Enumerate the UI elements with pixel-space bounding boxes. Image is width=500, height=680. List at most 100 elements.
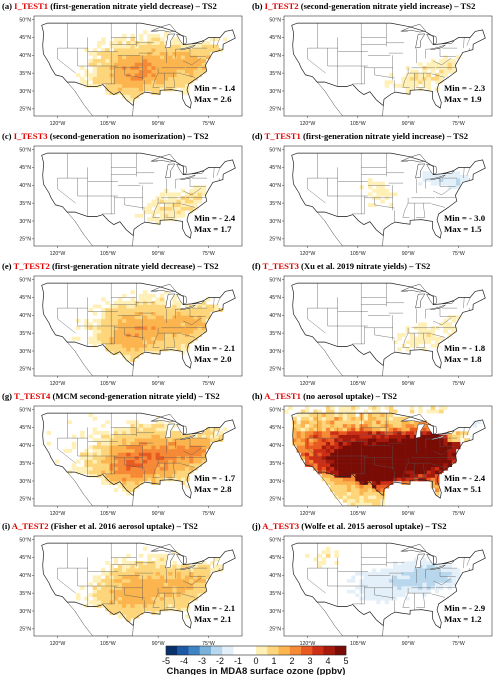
grid-cell — [134, 58, 140, 63]
grid-cell — [155, 340, 161, 345]
grid-cell — [138, 322, 144, 327]
grid-cell — [384, 416, 390, 421]
grid-cell — [155, 318, 161, 323]
grid-cell — [397, 466, 402, 471]
state-boundary — [352, 586, 365, 605]
grid-cell — [376, 607, 381, 612]
grid-cell — [422, 550, 427, 555]
grid-cell — [176, 210, 182, 215]
grid-cell — [193, 445, 198, 450]
grid-cell — [92, 69, 98, 74]
grid-cell — [176, 459, 182, 464]
grid-cell — [159, 423, 165, 428]
grid-cell — [84, 463, 89, 468]
grid-cell — [414, 423, 419, 428]
grid-cell — [414, 76, 419, 81]
grid-cell — [342, 466, 348, 471]
grid-cell — [443, 188, 448, 193]
grid-cell — [363, 553, 369, 558]
grid-cell — [210, 48, 215, 53]
grid-cell — [151, 568, 156, 573]
grid-cell — [363, 473, 369, 478]
grid-cell — [164, 73, 169, 78]
grid-cell — [184, 434, 190, 439]
grid-cell — [376, 564, 381, 569]
grid-cell — [464, 427, 469, 432]
grid-cell — [414, 188, 419, 193]
great-lake — [180, 304, 196, 310]
grid-cell — [210, 568, 215, 573]
grid-cell — [134, 463, 140, 468]
grid-cell — [113, 611, 119, 615]
grid-cell — [443, 568, 448, 573]
grid-cell — [109, 438, 114, 443]
grid-cell — [143, 434, 148, 439]
grid-cell — [325, 452, 331, 457]
grid-cell — [101, 41, 106, 45]
great-lake — [176, 293, 187, 305]
grid-cell — [355, 571, 360, 576]
grid-cell — [168, 452, 173, 457]
grid-cell — [130, 73, 135, 78]
grid-cell — [197, 578, 203, 583]
grid-cell — [214, 37, 219, 42]
grid-cell — [130, 593, 135, 598]
grid-cell — [172, 575, 177, 580]
grid-cell — [330, 434, 335, 439]
grid-cell — [401, 611, 406, 615]
grid-cell — [426, 603, 432, 608]
grid-cell — [138, 213, 144, 218]
lat-tick-label: 45°N — [269, 295, 281, 301]
grid-cell — [355, 445, 360, 450]
grid-cell — [304, 434, 310, 439]
grid-cell — [380, 438, 385, 443]
grid-cell — [393, 564, 398, 569]
grid-cell — [172, 217, 177, 222]
grid-cell — [122, 73, 127, 78]
grid-cell — [414, 477, 419, 482]
grid-cell — [376, 423, 381, 428]
grid-cell — [197, 66, 203, 70]
grid-cell — [126, 51, 131, 56]
grid-cell — [138, 37, 144, 42]
lon-tick-label: 90°W — [152, 641, 165, 647]
lat-tick-label: 30°N — [269, 609, 281, 615]
grid-cell — [376, 459, 381, 464]
grid-cell — [426, 477, 432, 482]
great-lake — [426, 293, 437, 305]
grid-cell — [176, 315, 182, 320]
grid-cell — [101, 69, 106, 74]
grid-cell — [367, 593, 373, 598]
grid-cell — [109, 445, 114, 450]
state-boundary — [124, 457, 145, 469]
grid-cell — [101, 578, 106, 583]
grid-cell — [397, 578, 402, 583]
grid-cell — [346, 448, 352, 453]
grid-cell — [105, 586, 110, 590]
grid-cell — [193, 315, 198, 320]
grid-cell — [155, 589, 161, 594]
grid-cell — [405, 181, 411, 186]
grid-cell — [168, 333, 173, 338]
grid-cell — [338, 420, 344, 425]
grid-cell — [405, 607, 411, 612]
grid-cell — [338, 431, 344, 435]
grid-cell — [384, 448, 390, 453]
grid-cell — [455, 181, 461, 186]
grid-cell — [184, 484, 190, 489]
grid-cell — [443, 174, 448, 179]
grid-cell — [342, 431, 348, 435]
grid-cell — [101, 80, 106, 85]
grid-cell — [422, 600, 427, 605]
grid-cell — [426, 557, 432, 562]
grid-cell — [409, 336, 415, 341]
grid-cell — [176, 336, 182, 341]
grid-cell — [189, 448, 194, 453]
grid-cell — [447, 434, 453, 439]
grid-cell — [117, 438, 123, 443]
grid-cell — [168, 48, 173, 53]
grid-cell — [122, 58, 127, 63]
grid-cell — [96, 593, 102, 598]
lat-tick-label: 50°N — [19, 537, 31, 543]
grid-cell — [367, 427, 373, 432]
